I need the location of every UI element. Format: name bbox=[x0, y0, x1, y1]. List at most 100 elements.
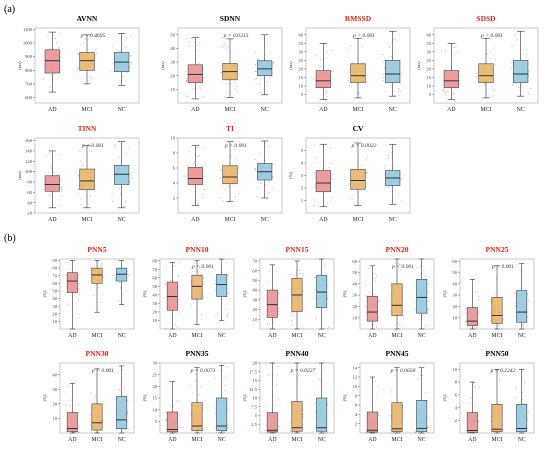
x-tick-label-ti-nc: NC bbox=[261, 217, 269, 223]
data-point-rmssd-nc bbox=[393, 38, 395, 40]
data-point-cv-mci bbox=[361, 164, 363, 166]
data-point-sdsd-ad bbox=[440, 50, 443, 52]
data-point-cv-mci bbox=[365, 172, 367, 174]
data-point-pnn40-nc bbox=[325, 431, 327, 433]
data-point-pnn50-ad bbox=[470, 397, 472, 399]
data-point-pnn20-nc bbox=[427, 300, 430, 302]
data-point-pnn5-mci bbox=[101, 263, 103, 265]
data-point-pnn25-nc bbox=[522, 323, 524, 325]
p-value-pnn35: p = 0.0073 bbox=[190, 368, 216, 374]
data-point-sdsd-nc bbox=[528, 70, 530, 73]
data-point-pnn30-mci bbox=[91, 431, 93, 434]
x-tick-label-pnn10-ad: AD bbox=[168, 333, 176, 339]
x-tick-label-pnn20-mci: MCI bbox=[392, 333, 403, 339]
data-point-sdsd-ad bbox=[440, 73, 443, 75]
data-point-rmssd-nc bbox=[394, 52, 396, 54]
data-point-sdsd-ad bbox=[447, 91, 449, 93]
data-point-pnn20-mci bbox=[390, 282, 392, 284]
data-point-pnn5-mci bbox=[93, 295, 95, 297]
data-point-rmssd-ad bbox=[325, 92, 327, 94]
data-point-avnn-ad bbox=[49, 48, 51, 50]
data-point-sdnn-ad bbox=[198, 62, 200, 64]
y-tick-label-pnn45: 6 bbox=[355, 403, 358, 408]
data-point-pnn45-mci bbox=[399, 431, 401, 433]
data-point-sdsd-ad bbox=[455, 46, 457, 48]
data-point-pnn5-mci bbox=[90, 276, 92, 278]
data-point-avnn-ad bbox=[47, 35, 49, 37]
p-value-pnn20: p < 0.001 bbox=[391, 264, 414, 270]
data-point-pnn30-mci bbox=[94, 395, 96, 397]
p-value-ti: p < 0.001 bbox=[224, 143, 247, 149]
data-point-cv-mci bbox=[367, 156, 369, 158]
data-point-pnn40-nc bbox=[327, 404, 329, 406]
box-pnn50-mci bbox=[491, 404, 503, 433]
y-tick-label-pnn25: 30 bbox=[452, 293, 457, 298]
data-point-pnn35-ad bbox=[165, 418, 168, 420]
data-point-avnn-nc bbox=[126, 37, 128, 39]
data-point-pnn20-ad bbox=[378, 299, 380, 301]
data-point-sdsd-ad bbox=[442, 90, 445, 92]
data-point-pnn25-mci bbox=[494, 293, 496, 295]
y-tick-label-cv: 1 bbox=[301, 198, 304, 203]
data-point-pnn30-ad bbox=[76, 405, 78, 407]
y-tick-label-pnn5: 40 bbox=[52, 296, 57, 301]
data-point-sdnn-nc bbox=[273, 62, 275, 64]
data-point-cv-mci bbox=[351, 194, 353, 196]
data-point-sdnn-nc bbox=[272, 61, 274, 63]
p-value-rmssd: p < 0.001 bbox=[352, 33, 375, 39]
data-point-sdsd-ad bbox=[443, 69, 445, 71]
data-point-rmssd-nc bbox=[383, 67, 385, 69]
y-tick-label-pnn45: 8 bbox=[355, 393, 358, 398]
data-point-sdsd-ad bbox=[453, 92, 455, 95]
data-point-tinn-ad bbox=[48, 171, 50, 173]
y-tick-label-sdsd: 10 bbox=[426, 84, 431, 89]
data-point-rmssd-ad bbox=[323, 57, 325, 59]
data-point-pnn20-mci bbox=[402, 316, 404, 318]
data-point-pnn15-mci bbox=[290, 312, 292, 314]
data-point-cv-ad bbox=[332, 174, 334, 176]
data-point-ti-ad bbox=[202, 197, 204, 199]
data-point-pnn45-ad bbox=[365, 429, 368, 431]
box-avnn-ad bbox=[44, 49, 60, 74]
data-point-sdsd-ad bbox=[459, 75, 461, 77]
y-tick-label-pnn45: 4 bbox=[355, 412, 358, 417]
data-point-pnn40-ad bbox=[275, 384, 278, 386]
y-tick-label-pnn45: 2 bbox=[355, 421, 358, 426]
data-point-pnn25-ad bbox=[465, 312, 467, 315]
data-point-pnn10-ad bbox=[172, 265, 174, 267]
data-point-sdsd-ad bbox=[452, 92, 454, 95]
data-point-pnn15-ad bbox=[277, 293, 279, 295]
data-point-ti-ad bbox=[198, 155, 200, 157]
data-point-pnn45-mci bbox=[391, 432, 393, 434]
data-point-rmssd-mci bbox=[348, 80, 350, 82]
data-point-rmssd-ad bbox=[331, 70, 333, 72]
data-point-sdnn-mci bbox=[225, 83, 227, 85]
x-tick-label-rmssd-ad: AD bbox=[319, 107, 327, 113]
data-point-pnn30-mci bbox=[89, 423, 92, 425]
box-pnn10-nc bbox=[216, 274, 228, 297]
data-point-pnn50-nc bbox=[527, 411, 529, 413]
box-sdnn-nc bbox=[257, 60, 273, 77]
data-point-pnn40-nc bbox=[326, 432, 328, 434]
data-point-pnn25-mci bbox=[498, 325, 500, 327]
y-axis-label-sdsd: (ms) bbox=[416, 61, 421, 70]
data-point-sdsd-mci bbox=[483, 83, 485, 85]
data-point-sdsd-nc bbox=[527, 75, 530, 77]
data-point-pnn15-mci bbox=[290, 294, 292, 296]
data-point-pnn30-mci bbox=[90, 393, 92, 395]
y-axis-label-pnn40: (%) bbox=[242, 394, 247, 401]
data-point-pnn20-nc bbox=[427, 283, 430, 285]
data-point-tinn-nc bbox=[112, 200, 114, 203]
y-tick-label-avnn: 1100 bbox=[23, 27, 33, 32]
data-point-pnn5-mci bbox=[97, 287, 99, 289]
y-tick-label-tinn: 40 bbox=[27, 200, 32, 205]
data-point-pnn25-mci bbox=[500, 327, 502, 329]
data-point-sdnn-mci bbox=[234, 82, 236, 84]
data-point-pnn15-ad bbox=[268, 323, 270, 325]
data-point-pnn25-ad bbox=[478, 281, 480, 283]
data-point-pnn45-ad bbox=[377, 385, 379, 387]
y-tick-label-pnn10: 40 bbox=[152, 292, 157, 297]
y-tick-label-pnn20: 10 bbox=[352, 315, 357, 320]
data-point-pnn10-nc bbox=[215, 315, 217, 318]
data-point-cv-mci bbox=[348, 184, 350, 186]
